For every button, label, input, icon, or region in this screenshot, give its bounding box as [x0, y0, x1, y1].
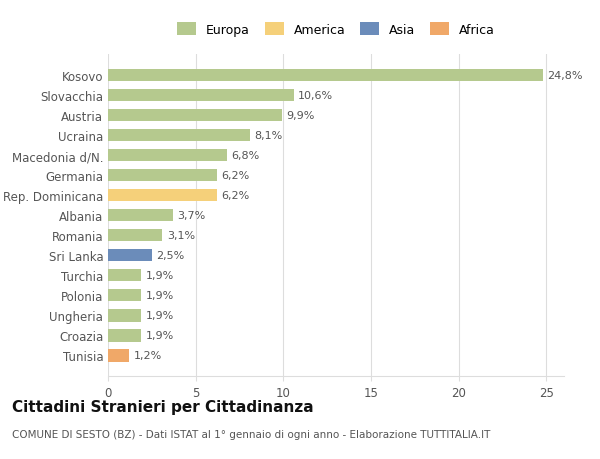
Text: 1,9%: 1,9% — [146, 271, 174, 280]
Text: 6,2%: 6,2% — [221, 191, 250, 201]
Text: 2,5%: 2,5% — [156, 251, 184, 261]
Bar — [108, 169, 217, 182]
Text: 3,7%: 3,7% — [177, 211, 206, 221]
Bar — [108, 210, 173, 222]
Bar — [108, 269, 142, 282]
Bar — [108, 90, 294, 102]
Bar — [108, 129, 250, 142]
Bar — [108, 330, 142, 342]
Bar — [108, 349, 129, 362]
Bar — [108, 110, 281, 122]
Text: Cittadini Stranieri per Cittadinanza: Cittadini Stranieri per Cittadinanza — [12, 399, 314, 414]
Bar — [108, 250, 152, 262]
Bar — [108, 230, 163, 242]
Bar — [108, 309, 142, 322]
Bar — [108, 190, 217, 202]
Bar — [108, 290, 142, 302]
Text: 1,9%: 1,9% — [146, 311, 174, 321]
Text: 3,1%: 3,1% — [167, 231, 195, 241]
Text: 1,9%: 1,9% — [146, 330, 174, 341]
Text: 6,8%: 6,8% — [232, 151, 260, 161]
Legend: Europa, America, Asia, Africa: Europa, America, Asia, Africa — [173, 20, 499, 41]
Text: 8,1%: 8,1% — [254, 131, 283, 141]
Text: 6,2%: 6,2% — [221, 171, 250, 181]
Bar — [108, 150, 227, 162]
Text: COMUNE DI SESTO (BZ) - Dati ISTAT al 1° gennaio di ogni anno - Elaborazione TUTT: COMUNE DI SESTO (BZ) - Dati ISTAT al 1° … — [12, 429, 490, 439]
Text: 1,2%: 1,2% — [133, 351, 161, 361]
Bar — [108, 70, 543, 82]
Text: 10,6%: 10,6% — [298, 91, 334, 101]
Text: 1,9%: 1,9% — [146, 291, 174, 301]
Text: 24,8%: 24,8% — [547, 71, 583, 81]
Text: 9,9%: 9,9% — [286, 111, 314, 121]
